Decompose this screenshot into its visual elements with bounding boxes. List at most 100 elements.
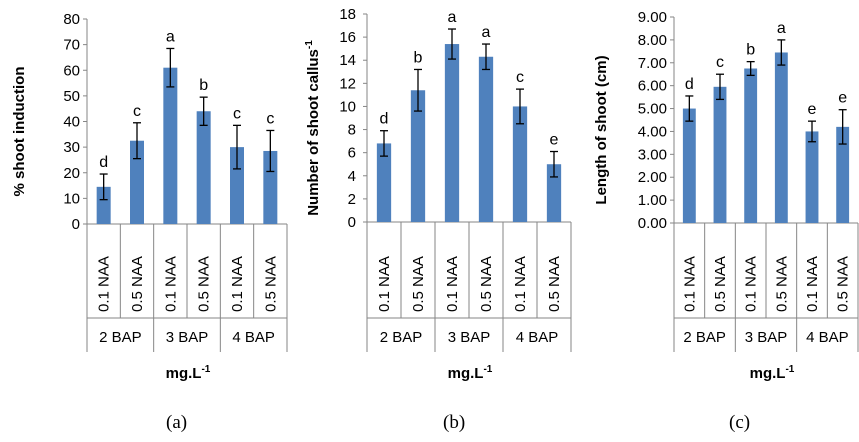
p0-y-tick-label: 10	[63, 190, 80, 207]
p1-category-label: 0.1 NAA	[444, 256, 461, 312]
p2-y-tick-label: 6.00	[638, 78, 667, 95]
p2-y-tick-label: 7.00	[638, 55, 667, 72]
panel-label-b: (b)	[443, 412, 466, 433]
p2-bar	[805, 131, 819, 223]
p2-category-label: 0.1 NAA	[804, 256, 821, 312]
p1-group-label: 2 BAP	[380, 329, 423, 346]
p1-y-tick-label: 0	[348, 214, 356, 231]
p1-bar	[478, 56, 494, 222]
p1-y-tick-label: 4	[348, 168, 356, 185]
p0-y-tick-label: 50	[63, 88, 80, 105]
p1-significance-label: c	[516, 69, 524, 86]
p2-bar	[836, 126, 850, 223]
p0-group-label: 3 BAP	[166, 329, 209, 346]
p1-y-tick-label: 8	[348, 122, 356, 139]
p2-category-label: 0.5 NAA	[773, 256, 790, 312]
p1-group-label: 4 BAP	[516, 329, 559, 346]
p0-category-label: 0.5 NAA	[129, 256, 146, 312]
p2-category-label: 0.1 NAA	[743, 256, 760, 312]
p1-y-tick-label: 12	[339, 75, 356, 92]
p1-y-tick-label: 14	[339, 52, 356, 69]
p1-y-tick-label: 6	[348, 145, 356, 162]
p2-bar	[713, 86, 727, 223]
p2-bar	[774, 52, 788, 223]
p0-category-label: 0.5 NAA	[196, 256, 213, 312]
p1-x-axis-title: mg.L-1	[448, 364, 493, 382]
p2-category-label: 0.5 NAA	[835, 256, 852, 312]
p2-y-tick-label: 5.00	[638, 101, 667, 118]
p2-y-tick-label: 8.00	[638, 32, 667, 49]
p2-group-label: 2 BAP	[683, 329, 726, 346]
p0-y-tick-label: 70	[63, 37, 80, 54]
p2-significance-label: c	[716, 54, 724, 71]
p0-x-axis-title: mg.L-1	[166, 364, 211, 382]
p1-significance-label: b	[414, 49, 423, 66]
p0-y-tick-label: 20	[63, 165, 80, 182]
p0-y-tick-label: 30	[63, 139, 80, 156]
p0-group-label: 2 BAP	[99, 329, 142, 346]
p1-category-label: 0.5 NAA	[478, 256, 495, 312]
panel-label-a: (a)	[166, 412, 188, 433]
p0-y-tick-label: 0	[72, 216, 80, 233]
p0-category-label: 0.1 NAA	[162, 256, 179, 312]
p1-bar	[512, 106, 528, 222]
p0-bar	[130, 140, 144, 224]
p1-bar	[376, 143, 392, 222]
p0-significance-label: c	[233, 105, 241, 122]
p1-y-tick-label: 16	[339, 29, 356, 46]
p0-y-tick-label: 80	[63, 11, 80, 28]
p1-bar	[546, 164, 562, 222]
p2-y-tick-label: 0.00	[638, 215, 667, 232]
p2-y-tick-label: 4.00	[638, 123, 667, 140]
p2-y-tick-label: 1.00	[638, 192, 667, 209]
p2-y-tick-label: 9.00	[638, 9, 667, 26]
p1-significance-label: a	[448, 9, 457, 26]
p0-significance-label: a	[166, 28, 175, 45]
p0-significance-label: c	[133, 103, 141, 120]
p0-y-tick-label: 40	[63, 114, 80, 131]
p0-category-label: 0.5 NAA	[262, 256, 279, 312]
p2-y-axis-title: Length of shoot (cm)	[593, 55, 610, 204]
p2-significance-label: e	[838, 90, 847, 107]
p2-x-axis-title: mg.L-1	[750, 364, 795, 382]
p1-group-label: 3 BAP	[448, 329, 491, 346]
p1-y-tick-label: 18	[339, 6, 356, 23]
p2-bar	[744, 68, 758, 223]
p2-category-label: 0.5 NAA	[712, 256, 729, 312]
p0-significance-label: d	[99, 154, 108, 171]
p0-bar	[263, 150, 278, 224]
p2-category-label: 0.1 NAA	[681, 256, 698, 312]
p2-bar	[682, 108, 696, 223]
p2-y-tick-label: 3.00	[638, 146, 667, 163]
p1-bar	[410, 90, 426, 223]
p1-significance-label: e	[550, 132, 559, 149]
p2-significance-label: e	[808, 101, 817, 118]
p2-significance-label: d	[685, 76, 694, 93]
p0-category-label: 0.1 NAA	[229, 256, 246, 312]
p2-y-tick-label: 2.00	[638, 169, 667, 186]
p1-category-label: 0.1 NAA	[512, 256, 529, 312]
p1-category-label: 0.1 NAA	[376, 256, 393, 312]
p2-group-label: 4 BAP	[806, 329, 849, 346]
p1-bar	[444, 44, 460, 222]
p0-significance-label: c	[266, 110, 274, 127]
p2-significance-label: b	[746, 42, 755, 59]
p1-y-tick-label: 2	[348, 191, 356, 208]
p0-y-axis-title: % shoot induction	[11, 67, 28, 197]
p0-group-label: 4 BAP	[232, 329, 275, 346]
p0-y-tick-label: 60	[63, 62, 80, 79]
p1-category-label: 0.5 NAA	[546, 256, 563, 312]
p1-significance-label: d	[380, 111, 389, 128]
p2-group-label: 3 BAP	[745, 329, 788, 346]
p1-y-tick-label: 10	[339, 98, 356, 115]
p0-bar	[96, 186, 111, 224]
p1-significance-label: a	[482, 24, 491, 41]
p0-bar	[196, 111, 211, 224]
p1-category-label: 0.5 NAA	[410, 256, 427, 312]
panel-label-c: (c)	[729, 412, 751, 433]
p0-bar	[230, 147, 244, 224]
p0-bar	[163, 67, 178, 224]
p0-significance-label: b	[199, 77, 208, 94]
p2-significance-label: a	[777, 20, 786, 37]
